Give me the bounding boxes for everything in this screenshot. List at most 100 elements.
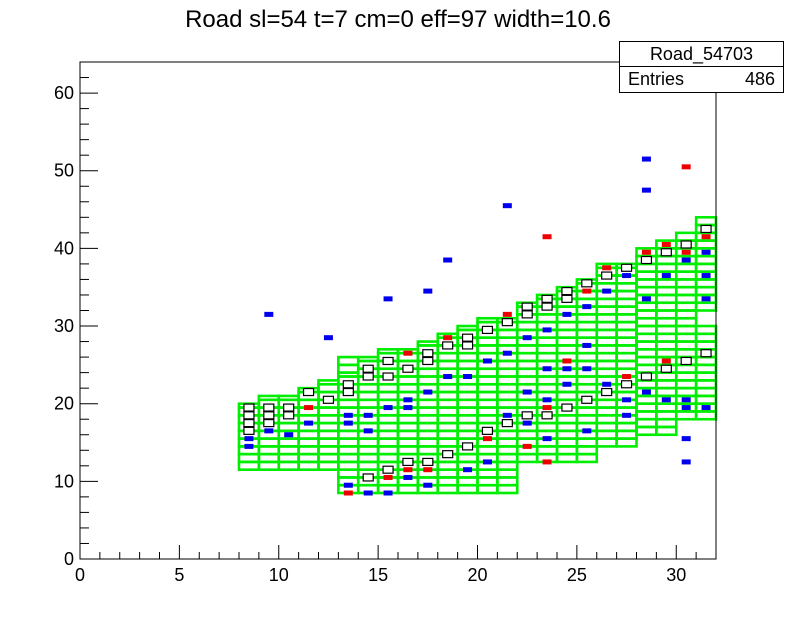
blue-hit-marker: [582, 428, 592, 434]
occupancy-box: [501, 419, 513, 428]
blue-hit-marker: [383, 296, 393, 302]
blue-hit-marker: [323, 335, 333, 341]
blue-hit-marker: [681, 405, 691, 411]
road-band-cell: [416, 340, 440, 347]
blue-hit-marker: [443, 257, 453, 263]
road-band-cell: [356, 355, 380, 363]
occupancy-box: [422, 356, 434, 366]
y-tick-label: 0: [64, 549, 74, 569]
red-hit-marker: [582, 288, 592, 294]
entries-label: Entries: [628, 69, 685, 89]
chart-title: Road sl=54 t=7 cm=0 eff=97 width=10.6: [185, 6, 611, 33]
blue-hit-marker: [701, 273, 711, 279]
occupancy-box: [461, 333, 474, 342]
blue-hit-marker: [482, 358, 492, 364]
blue-hit-marker: [562, 366, 572, 372]
y-tick-label: 40: [54, 238, 74, 258]
blue-hit-marker: [463, 467, 473, 473]
occupancy-box: [481, 325, 494, 335]
occupancy-box: [581, 395, 593, 404]
blue-hit-marker: [701, 249, 711, 255]
histogram-name: Road_54703: [620, 42, 783, 67]
blue-hit-marker: [383, 490, 393, 496]
blue-hit-marker: [502, 203, 512, 209]
blue-hit-marker: [244, 436, 254, 442]
occupancy-box: [362, 372, 374, 381]
blue-hit-marker: [482, 459, 492, 465]
blue-hit-marker: [582, 342, 592, 348]
road-band-cell: [257, 394, 281, 402]
blue-hit-marker: [403, 397, 413, 403]
blue-hit-marker: [681, 436, 691, 442]
occupancy-box: [342, 380, 354, 389]
occupancy-box: [382, 372, 394, 381]
occupancy-box: [700, 349, 712, 358]
red-hit-marker: [661, 358, 671, 364]
occupancy-box: [461, 341, 474, 350]
occupancy-box: [362, 473, 374, 482]
y-tick-label: 50: [54, 161, 74, 181]
road-band-cell: [456, 324, 479, 332]
occupancy-box: [541, 294, 553, 303]
blue-hit-marker: [522, 389, 532, 395]
road-band-cell: [337, 355, 360, 367]
road-band-cell: [694, 216, 718, 227]
red-hit-marker: [403, 467, 413, 473]
blue-hit-marker: [622, 273, 632, 279]
occupancy-box: [680, 356, 692, 366]
blue-hit-marker: [562, 381, 572, 387]
red-hit-marker: [423, 467, 433, 473]
red-hit-marker: [304, 405, 314, 411]
red-hit-marker: [542, 459, 552, 465]
red-hit-marker: [542, 234, 552, 240]
blue-hit-marker: [622, 412, 632, 418]
occupancy-box: [501, 318, 513, 327]
x-tick-label: 15: [368, 565, 388, 585]
blue-hit-marker: [502, 350, 512, 356]
blue-hit-marker: [264, 428, 274, 434]
blue-hit-marker: [284, 432, 294, 438]
blue-hit-marker: [423, 482, 433, 488]
blue-hit-marker: [602, 288, 612, 294]
red-hit-marker: [641, 249, 651, 255]
blue-hit-marker: [641, 156, 651, 162]
road-band-cell: [476, 316, 499, 324]
red-hit-marker: [681, 164, 691, 170]
blue-hit-marker: [582, 366, 592, 372]
blue-hit-marker: [701, 405, 711, 411]
blue-hit-marker: [522, 420, 532, 426]
blue-hit-marker: [443, 374, 453, 380]
blue-hit-marker: [403, 405, 413, 411]
blue-hit-marker: [423, 288, 433, 294]
blue-hit-marker: [343, 412, 353, 418]
occupancy-box: [382, 465, 394, 474]
red-hit-marker: [681, 249, 691, 255]
blue-hit-marker: [304, 420, 314, 426]
occupancy-box: [382, 356, 394, 366]
blue-hit-marker: [681, 397, 691, 403]
occupancy-box: [422, 349, 434, 358]
occupancy-box: [243, 426, 255, 435]
blue-hit-marker: [641, 187, 651, 193]
blue-hit-marker: [463, 374, 473, 380]
occupancy-box: [521, 411, 533, 420]
red-hit-marker: [562, 358, 572, 364]
axes-layer: 0 5 10 15 20 25 30 0 10 20 30 40 50 60: [54, 61, 717, 585]
occupancy-box: [521, 302, 533, 311]
occupancy-box: [481, 426, 494, 435]
blue-hit-marker: [602, 381, 612, 387]
red-hit-marker: [502, 311, 512, 317]
occupancy-box: [700, 224, 712, 234]
x-tick-label: 25: [567, 565, 587, 585]
occupancy-box: [601, 387, 613, 397]
blue-hit-marker: [363, 490, 373, 496]
occupancy-box: [680, 240, 692, 249]
red-hit-marker: [343, 490, 353, 496]
occupancy-box: [461, 442, 474, 451]
occupancy-box: [640, 372, 653, 381]
occupancy-box: [402, 457, 414, 467]
occupancy-box: [283, 411, 295, 420]
occupancy-box: [561, 294, 573, 303]
occupancy-box: [561, 286, 573, 296]
